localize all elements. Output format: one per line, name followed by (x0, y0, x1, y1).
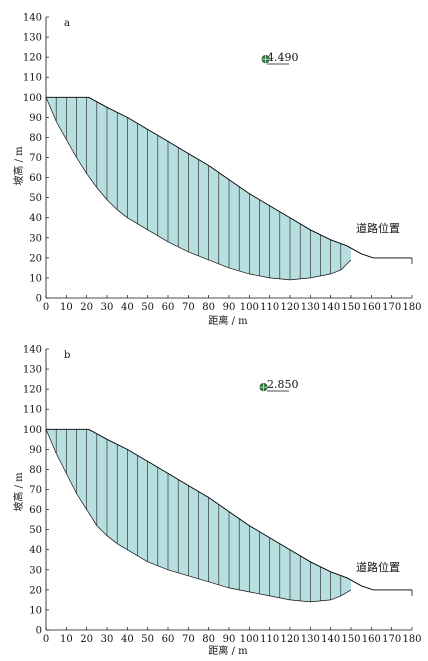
panel-b-ytick-label-110: 110 (23, 405, 42, 416)
panel-b-ytick-label-100: 100 (23, 425, 42, 436)
panel-a-xtick-label-170: 170 (382, 302, 401, 313)
panel-b-ytick-label-50: 50 (29, 525, 42, 536)
panel-b-ytick-label-90: 90 (29, 445, 42, 456)
panel-a-xtick-label-100: 100 (240, 302, 259, 313)
panel-b-xtick-label-30: 30 (101, 634, 114, 645)
panel-b-xtick-label-100: 100 (240, 634, 259, 645)
panel-b-letter: b (64, 350, 70, 361)
panel-a-ytick-label-60: 60 (29, 173, 42, 184)
panel-b-ytick-label-70: 70 (29, 485, 42, 496)
panel-b-ytick-label-10: 10 (29, 605, 42, 616)
panel-a-ytick-label-0: 0 (36, 294, 42, 305)
panel-b-xtick-label-80: 80 (202, 634, 215, 645)
panel-a-ytick-label-130: 130 (23, 33, 42, 44)
panel-b-ytick-label-120: 120 (23, 385, 42, 396)
panel-a-ytick-label-40: 40 (29, 213, 42, 224)
panel-a-xtick-label-50: 50 (141, 302, 154, 313)
panel-a-xtick-label-160: 160 (362, 302, 381, 313)
panel-b-ytick-label-130: 130 (23, 365, 42, 376)
panel-a: a 坡高 / m 距离 / m 道路位置 4.490 0 10 20 30 40 50 60… (12, 13, 422, 328)
panel-a-ytick-label-50: 50 (29, 193, 42, 204)
panel-b-xtick-label-60: 60 (162, 634, 175, 645)
panel-a-xtick-label-0: 0 (43, 302, 49, 313)
panel-a-xtick-label-40: 40 (121, 302, 134, 313)
panel-b-fos-label: 2.850 (267, 378, 299, 391)
panel-b: b 坡高 / m 距离 / m 道路位置 2.850 0 10 20 30 40 50 60… (12, 345, 422, 658)
panel-b-xtick-label-20: 20 (80, 634, 93, 645)
panel-a-ytick-label-100: 100 (23, 93, 42, 104)
panel-a-xtick-label-20: 20 (80, 302, 93, 313)
panel-b-xtick-label-140: 140 (321, 634, 340, 645)
panel-a-ytick-label-120: 120 (23, 53, 42, 64)
panel-a-xtick-label-110: 110 (260, 302, 279, 313)
panel-a-ytick-label-70: 70 (29, 153, 42, 164)
panel-a-xtick-label-60: 60 (162, 302, 175, 313)
panel-a-ytick-label-140: 140 (23, 13, 42, 24)
panel-b-ytick-label-30: 30 (29, 565, 42, 576)
panel-b-ytick-label-140: 140 (23, 345, 42, 356)
panel-a-ytick-label-10: 10 (29, 273, 42, 284)
panel-b-slip-surface (45, 429, 352, 603)
panel-b-slope-profile (46, 428, 412, 591)
panel-a-xtick-label-140: 140 (321, 302, 340, 313)
panel-a-xtick-label-130: 130 (301, 302, 320, 313)
panel-a-xlabel: 距离 / m (208, 314, 248, 327)
panel-b-xtick-label-170: 170 (382, 634, 401, 645)
panel-b-xtick-label-50: 50 (141, 634, 154, 645)
panel-b-ytick-label-60: 60 (29, 505, 42, 516)
panel-a-slip-surface (45, 97, 352, 281)
panel-a-xtick-label-80: 80 (202, 302, 215, 313)
panel-a-ytick-label-20: 20 (29, 253, 42, 264)
panel-a-xtick-label-30: 30 (101, 302, 114, 313)
panel-b-xtick-label-130: 130 (301, 634, 320, 645)
panel-b-xtick-label-110: 110 (260, 634, 279, 645)
panel-a-xtick-label-180: 180 (402, 302, 421, 313)
panel-a-ytick-label-30: 30 (29, 233, 42, 244)
panel-a-xtick-label-10: 10 (60, 302, 73, 313)
panel-b-xtick-label-180: 180 (402, 634, 421, 645)
panel-b-ylabel: 坡高 / m (12, 472, 25, 512)
panel-a-ytick-label-80: 80 (29, 133, 42, 144)
panel-b-xlabel: 距离 / m (208, 644, 248, 657)
panel-a-xtick-label-120: 120 (280, 302, 299, 313)
panel-b-xtick-label-120: 120 (280, 634, 299, 645)
panel-b-ytick-label-40: 40 (29, 545, 42, 556)
panel-a-xtick-label-150: 150 (341, 302, 360, 313)
panel-b-xtick-label-160: 160 (362, 634, 381, 645)
panel-a-xtick-label-90: 90 (223, 302, 236, 313)
panel-b-ytick-label-80: 80 (29, 465, 42, 476)
panel-a-xtick-label-70: 70 (182, 302, 195, 313)
panel-a-letter: a (64, 18, 70, 29)
panel-b-ytick-label-20: 20 (29, 585, 42, 596)
panel-b-xtick-label-40: 40 (121, 634, 134, 645)
panel-b-ytick-label-0: 0 (36, 626, 42, 637)
panel-a-ytick-label-110: 110 (23, 73, 42, 84)
panel-b-road-label: 道路位置 (356, 560, 400, 574)
panel-a-ylabel: 坡高 / m (12, 146, 25, 186)
panel-b-xtick-label-70: 70 (182, 634, 195, 645)
panel-b-xtick-label-0: 0 (43, 634, 49, 645)
panel-b-xtick-label-150: 150 (341, 634, 360, 645)
panel-a-fos-label: 4.490 (267, 51, 299, 64)
panel-a-ytick-label-90: 90 (29, 113, 42, 124)
panel-b-xtick-label-10: 10 (60, 634, 73, 645)
panel-a-slope-profile (46, 96, 412, 259)
panel-b-xtick-label-90: 90 (223, 634, 236, 645)
panel-a-road-label: 道路位置 (356, 221, 400, 235)
